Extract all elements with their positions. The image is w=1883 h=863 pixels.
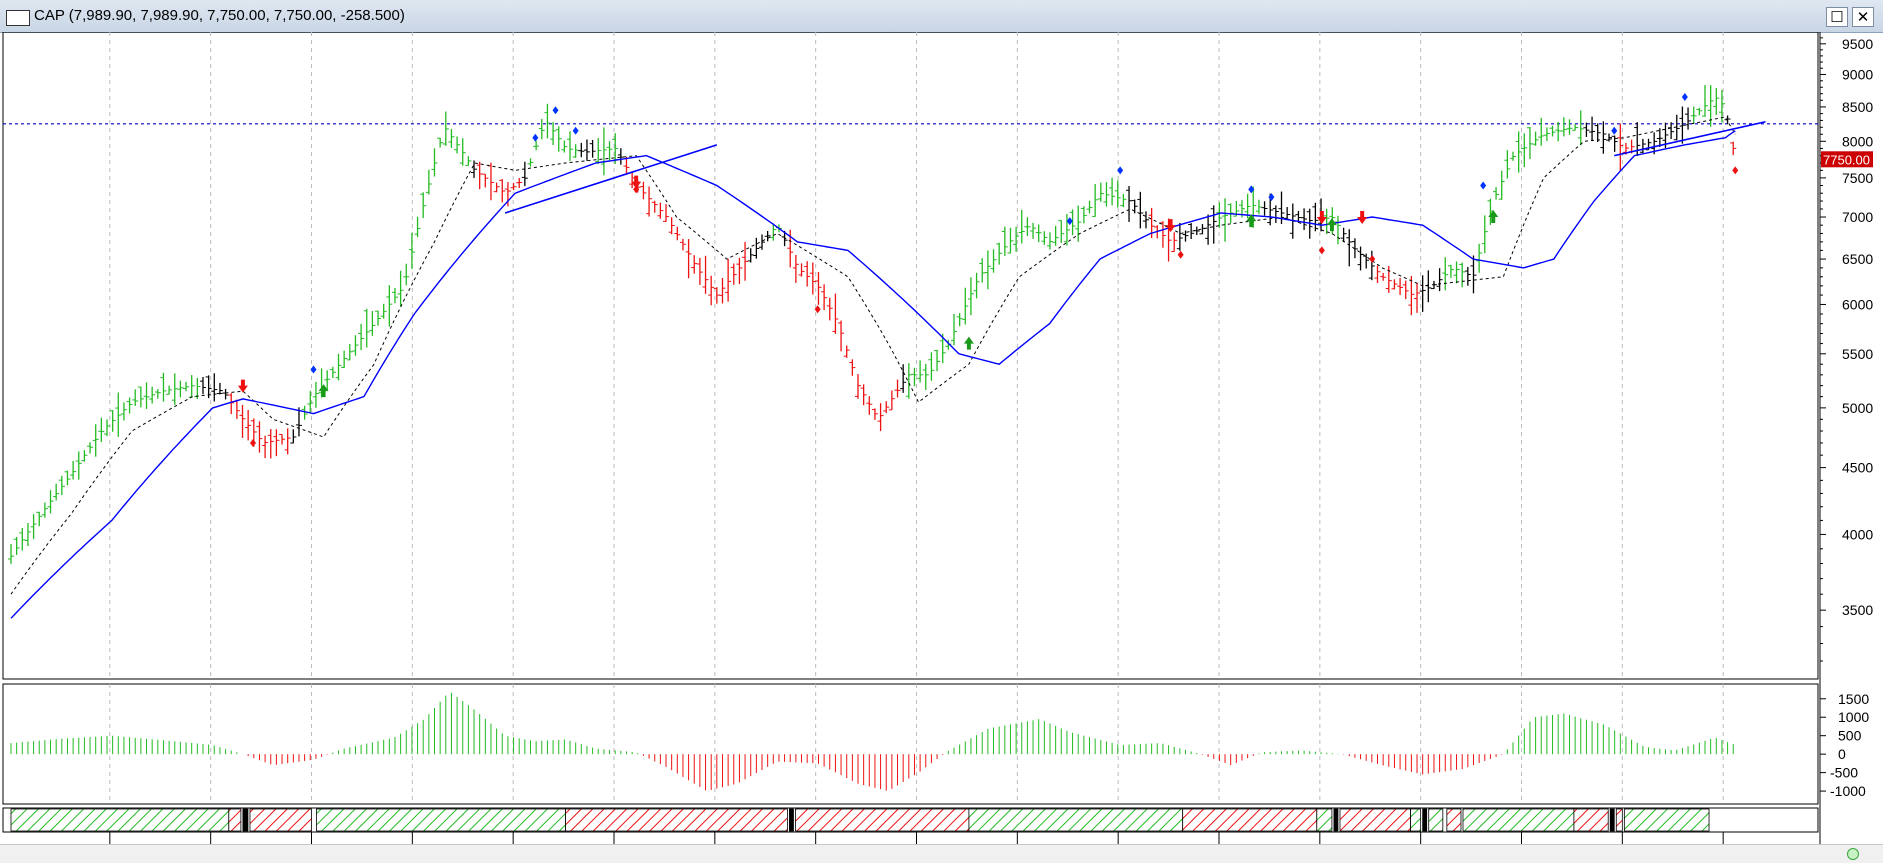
blue-diamond-marker-icon: [572, 126, 579, 135]
signal-strip-segment: [228, 808, 242, 832]
signal-strip-segment: [316, 808, 566, 832]
signal-strip-segment: [565, 808, 788, 832]
sell-arrow-icon: [1357, 211, 1368, 225]
y-tick-label: 9000: [1842, 66, 1873, 82]
signal-strip-segment: [1446, 808, 1462, 832]
signal-strip-segment: [1422, 808, 1428, 832]
sell-arrow-icon: [631, 175, 642, 189]
y-tick-label: 8500: [1842, 99, 1873, 115]
oscillator-y-tick-label: 1000: [1838, 709, 1869, 725]
oscillator-panel-frame: [2, 683, 1819, 805]
trend-line: [1614, 120, 1766, 157]
signal-strip-segment: [1339, 808, 1411, 832]
signal-strip-segment: [1623, 808, 1710, 832]
signal-strip-segment: [249, 808, 312, 832]
buy-arrow-icon: [1326, 218, 1337, 232]
sell-arrow-icon: [1165, 219, 1176, 233]
red-diamond-marker-icon: [1369, 255, 1376, 264]
blue-diamond-marker-icon: [1248, 185, 1255, 194]
signal-strip-segment: [795, 808, 970, 832]
y-tick-label: 7000: [1842, 209, 1873, 225]
blue-diamond-marker-icon: [1480, 181, 1487, 190]
blue-diamond-marker-icon: [1268, 193, 1275, 202]
y-tick-label: 6500: [1842, 251, 1873, 267]
oscillator-y-tick-label: -500: [1830, 765, 1858, 781]
blue-diamond-marker-icon: [310, 365, 317, 374]
y-tick-label: 3500: [1842, 602, 1873, 618]
sell-arrow-icon: [237, 379, 248, 393]
signal-strip-segment: [1428, 808, 1444, 832]
oscillator-y-tick-label: -1000: [1830, 783, 1866, 799]
trend-line: [504, 144, 718, 214]
red-diamond-marker-icon: [1318, 246, 1325, 255]
status-bar: [0, 844, 1883, 863]
close-button[interactable]: ✕: [1852, 7, 1874, 27]
buy-arrow-icon: [963, 336, 974, 350]
buy-arrow-icon: [1246, 214, 1257, 228]
signal-strip-segment: [242, 808, 249, 832]
signal-strip-segment: [1462, 808, 1575, 832]
blue-diamond-marker-icon: [552, 106, 559, 115]
long-moving-average-line: [10, 130, 1736, 619]
red-diamond-marker-icon: [633, 185, 640, 194]
current-price-label: 7750.00: [1823, 152, 1870, 167]
signal-strip-segment: [1333, 808, 1339, 832]
chart-window-icon: [6, 10, 30, 26]
signal-strip-segment: [10, 808, 230, 832]
price-panel-frame: [2, 32, 1819, 680]
status-indicator-icon: [1847, 848, 1859, 860]
current-price-label-bg: [1821, 151, 1873, 168]
sell-arrow-icon: [1316, 211, 1327, 225]
y-tick-label: 7500: [1842, 170, 1873, 186]
signal-strip-segment: [1316, 808, 1333, 832]
red-diamond-marker-icon: [814, 305, 821, 314]
y-tick-label: 5500: [1842, 346, 1873, 362]
maximize-button[interactable]: ☐: [1826, 7, 1848, 27]
y-tick-label: 9500: [1842, 36, 1873, 52]
oscillator-y-tick-label: 0: [1838, 746, 1846, 762]
blue-diamond-marker-icon: [1066, 217, 1073, 226]
buy-arrow-icon: [318, 384, 329, 398]
signal-strip-segment: [1615, 808, 1623, 832]
buy-arrow-icon: [1488, 210, 1499, 224]
red-diamond-marker-icon: [1732, 166, 1739, 175]
red-diamond-marker-icon: [250, 438, 256, 447]
y-tick-label: 6000: [1842, 296, 1873, 312]
oscillator-y-tick-label: 1500: [1838, 691, 1869, 707]
short-moving-average-line: [10, 116, 1736, 595]
oscillator-y-tick-label: 500: [1838, 728, 1862, 744]
signal-strip-segment: [968, 808, 1184, 832]
signal-strip-segment: [1573, 808, 1609, 832]
blue-diamond-marker-icon: [1611, 126, 1618, 135]
y-tick-label: 5000: [1842, 400, 1873, 416]
blue-diamond-marker-icon: [532, 133, 539, 142]
y-tick-label: 4000: [1842, 526, 1873, 542]
blue-diamond-marker-icon: [1117, 166, 1124, 175]
y-tick-label: 8000: [1842, 133, 1873, 149]
window-titlebar: CAP (7,989.90, 7,989.90, 7,750.00, 7,750…: [0, 0, 1883, 33]
window-title: CAP (7,989.90, 7,989.90, 7,750.00, 7,750…: [34, 7, 405, 24]
signal-strip-segment: [1182, 808, 1318, 832]
signal-strip-segment: [1410, 808, 1422, 832]
signal-strip-segment: [789, 808, 794, 832]
y-tick-label: 4500: [1842, 460, 1873, 476]
blue-diamond-marker-icon: [1681, 92, 1688, 101]
red-diamond-marker-icon: [1177, 250, 1184, 259]
signal-strip-segment: [1609, 808, 1615, 832]
chart-area: ctoberNovemberDecember2017FebruaryMarchA…: [2, 32, 1873, 844]
